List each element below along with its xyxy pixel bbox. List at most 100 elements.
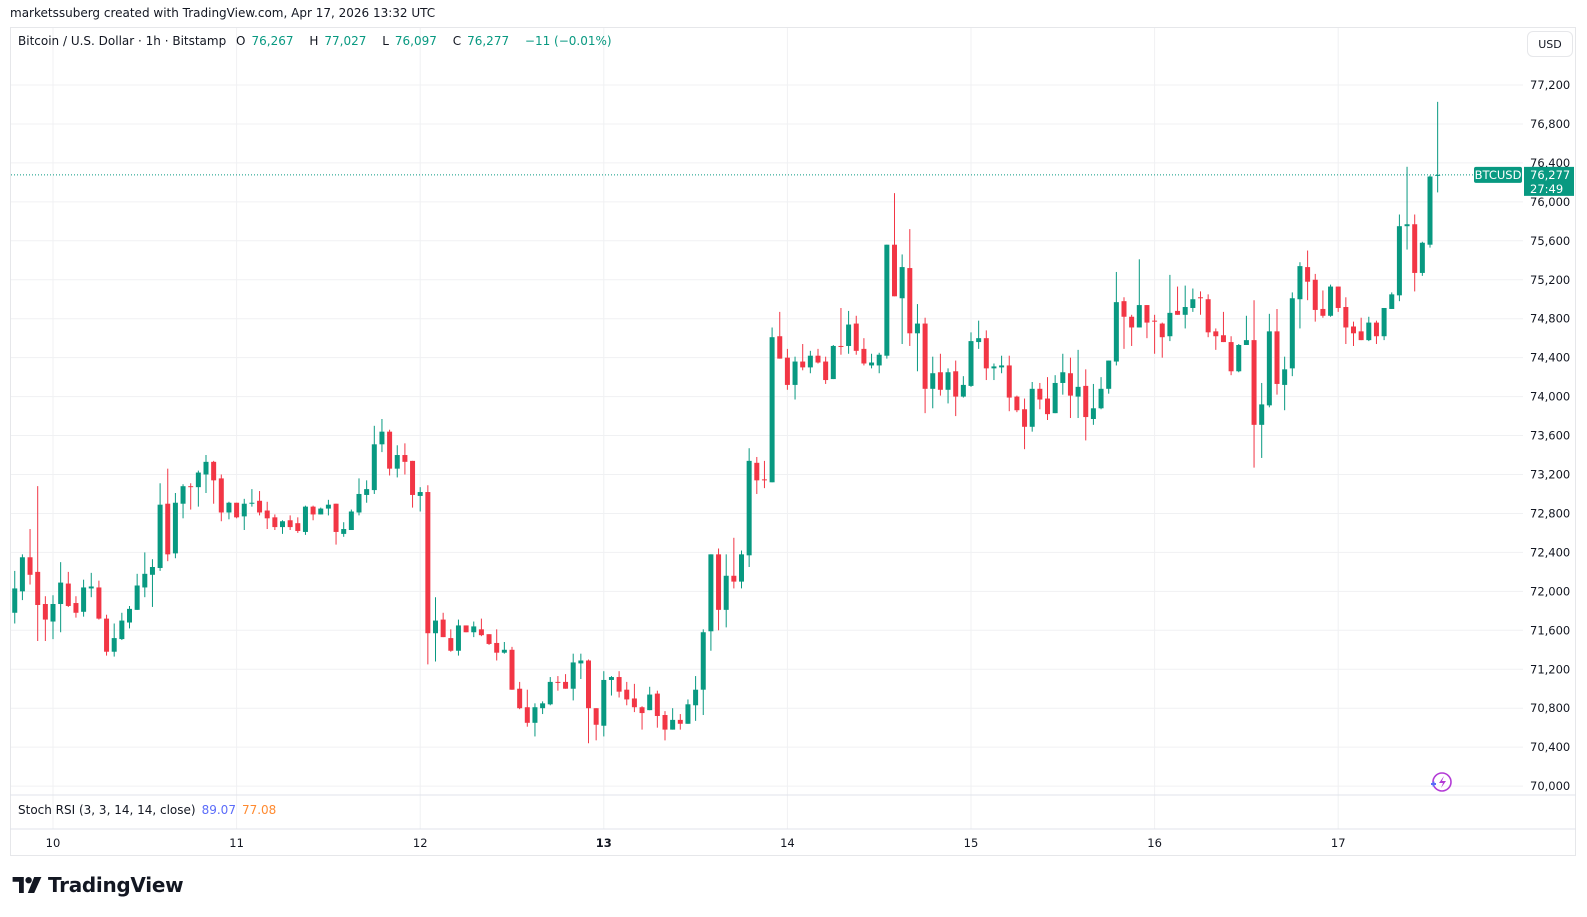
- candle-up: [570, 662, 576, 689]
- x-tick-label: 14: [780, 836, 795, 850]
- candle-down: [983, 338, 989, 369]
- candle-down: [1045, 398, 1050, 415]
- stoch-rsi-d-value: 77.08: [241, 803, 277, 817]
- x-tick-label: 15: [964, 836, 979, 850]
- candle-up: [1396, 226, 1402, 296]
- candle-down: [1251, 340, 1257, 425]
- candle-down: [517, 688, 523, 709]
- candle-up: [1236, 344, 1242, 372]
- candle-down: [287, 520, 293, 528]
- candle-down: [1083, 385, 1089, 418]
- candle-down: [1144, 305, 1150, 323]
- candle-down: [257, 500, 263, 513]
- y-tick-label: 72,800: [1530, 506, 1570, 520]
- candle-down: [448, 638, 454, 651]
- candle-up: [50, 604, 56, 622]
- candle-up: [379, 431, 385, 445]
- candle-up: [670, 719, 676, 730]
- candle-down: [1335, 286, 1341, 308]
- y-tick-label: 74,800: [1530, 312, 1570, 326]
- candle-up: [1404, 224, 1410, 227]
- candle-up: [12, 588, 18, 613]
- candle-down: [42, 604, 48, 620]
- candle-down: [731, 575, 737, 582]
- candle-down: [953, 371, 959, 397]
- stoch-rsi-legend[interactable]: Stoch RSI (3, 3, 14, 14, close) 89.07 77.0…: [18, 803, 276, 817]
- candle-down: [73, 603, 79, 613]
- candle-up: [280, 521, 285, 528]
- currency-button[interactable]: USD: [1527, 31, 1573, 57]
- price-tag-value: 76,277: [1530, 168, 1570, 182]
- symbol-tag-label: BTCUSD: [1475, 168, 1522, 182]
- y-tick-label: 74,400: [1530, 351, 1570, 365]
- candle-up: [1090, 408, 1096, 419]
- candle-down: [823, 361, 829, 381]
- candle-down: [1159, 323, 1165, 338]
- y-tick-label: 70,400: [1530, 740, 1570, 754]
- symbol-title[interactable]: Bitcoin / U.S. Dollar · 1h · Bitstamp: [18, 34, 227, 48]
- candle-up: [1389, 294, 1395, 309]
- candle-up: [394, 455, 400, 469]
- candle-up: [876, 354, 882, 366]
- candle-up: [899, 267, 905, 299]
- candle-up: [807, 355, 813, 368]
- price-tag-countdown: 27:49: [1530, 182, 1563, 196]
- candle-up: [111, 638, 117, 652]
- candle-up: [364, 489, 370, 495]
- candle-up: [157, 504, 163, 568]
- x-tick-label: 10: [46, 836, 61, 850]
- candle-up: [195, 472, 201, 488]
- chart-frame: [10, 27, 1576, 856]
- candle-up: [249, 502, 255, 504]
- candle-up: [884, 244, 890, 356]
- candle-up: [1243, 340, 1249, 345]
- candle-down: [777, 336, 783, 359]
- x-tick-label: 11: [229, 836, 244, 850]
- x-tick-label: 17: [1331, 836, 1346, 850]
- candle-down: [922, 323, 928, 389]
- candle-down: [524, 707, 530, 723]
- x-tick-label: 12: [413, 836, 428, 850]
- x-tick-label: 13: [596, 836, 612, 850]
- lightning-icon[interactable]: [1431, 772, 1452, 792]
- candle-up: [241, 503, 247, 517]
- candle-down: [65, 583, 71, 606]
- candle-down: [624, 689, 630, 700]
- tradingview-logo-icon: [12, 877, 42, 893]
- candle-up: [19, 557, 25, 592]
- candle-down: [1305, 267, 1311, 282]
- brand-name: TradingView: [48, 873, 184, 897]
- stoch-rsi-label: Stoch RSI (3, 3, 14, 14, close): [18, 803, 196, 817]
- candle-down: [35, 571, 41, 605]
- candle-down: [1022, 409, 1028, 427]
- x-tick-label: 16: [1147, 836, 1162, 850]
- candle-down: [295, 523, 301, 531]
- candle-down: [1320, 308, 1326, 316]
- candle-up: [1427, 176, 1433, 245]
- y-tick-label: 70,000: [1530, 779, 1570, 793]
- candle-up: [58, 582, 64, 605]
- candle-down: [494, 642, 500, 653]
- candle-up: [1381, 307, 1387, 337]
- candle-down: [784, 357, 790, 385]
- candle-up: [302, 506, 308, 532]
- candle-up: [769, 337, 775, 483]
- candle-down: [716, 554, 722, 610]
- candle-up: [1297, 266, 1303, 300]
- y-tick-label: 76,800: [1530, 117, 1570, 131]
- candle-down: [1006, 365, 1012, 398]
- candle-up: [226, 502, 232, 513]
- candle-down: [387, 431, 393, 469]
- candle-down: [631, 698, 637, 708]
- candle-up: [417, 492, 423, 496]
- candle-up: [647, 694, 653, 711]
- candle-up: [532, 707, 538, 723]
- candle-down: [27, 557, 33, 575]
- candle-down: [892, 244, 897, 297]
- candle-up: [999, 365, 1005, 368]
- candle-up: [708, 554, 714, 632]
- candle-up: [1136, 305, 1142, 328]
- chart-credit: marketssuberg created with TradingView.c…: [10, 6, 436, 20]
